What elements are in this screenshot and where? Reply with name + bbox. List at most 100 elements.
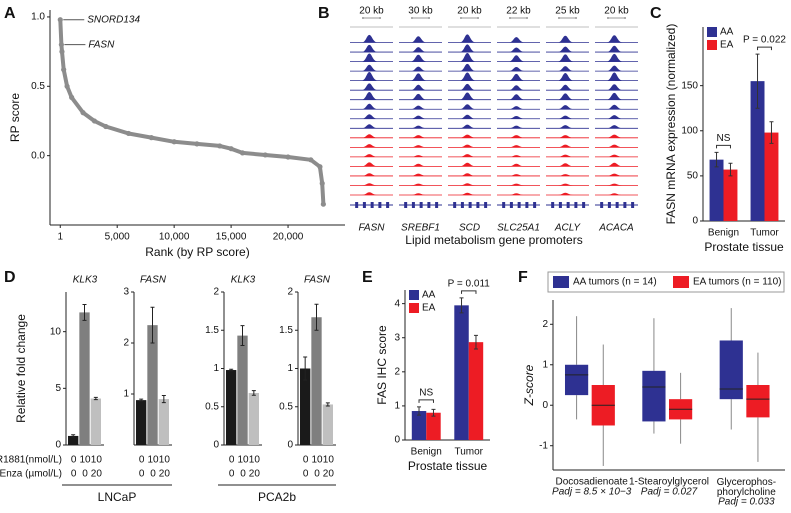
error-bar <box>93 396 98 401</box>
exon <box>533 202 537 208</box>
exon <box>419 202 423 208</box>
gene-name: SLC25A1 <box>497 223 540 234</box>
y-tick-label: 4 <box>394 298 400 309</box>
track-peak <box>399 173 442 176</box>
track-peak <box>497 55 540 62</box>
rp-point <box>308 157 314 163</box>
rp-point <box>171 139 177 145</box>
bar <box>426 412 441 440</box>
track-peak <box>448 134 491 138</box>
track-peak <box>350 183 393 186</box>
legend-label: AA <box>422 290 436 301</box>
track-peak <box>497 47 540 53</box>
condition-value: 0 <box>240 469 246 480</box>
scale-label: 20 kb <box>359 6 384 17</box>
track-peak <box>595 134 638 138</box>
chart-title: FASN <box>304 275 331 286</box>
error-bar <box>473 334 478 350</box>
track-peak <box>399 125 442 129</box>
x-tick-label: 5,000 <box>105 232 130 243</box>
track-peak <box>350 192 393 195</box>
rp-point <box>69 94 75 100</box>
annotation: SNORD134 <box>87 14 140 25</box>
condition-label: Enza (µmol/L) <box>0 469 62 480</box>
error-bar <box>161 395 166 404</box>
bar <box>136 400 147 445</box>
significance-bracket <box>418 399 434 403</box>
condition-value: 0 <box>303 455 309 466</box>
y-tick-label: 2 <box>123 338 129 349</box>
panel-letter: E <box>362 269 373 286</box>
track-peak <box>595 53 638 62</box>
box <box>746 385 770 418</box>
bar <box>311 317 322 445</box>
condition-value: 0 <box>71 469 77 480</box>
exon <box>582 202 586 208</box>
p-value-note: Padj = 0.033 <box>718 497 775 508</box>
bar <box>90 398 101 445</box>
track-peak <box>350 114 393 119</box>
exon <box>566 202 570 208</box>
track-peak <box>350 134 393 138</box>
legend-swatch <box>673 276 689 288</box>
y-tick-label: 0 <box>692 216 698 227</box>
error-bar <box>303 356 308 381</box>
track-peak <box>497 106 540 110</box>
track-peak <box>595 45 638 53</box>
rp-point <box>57 17 63 23</box>
panel-letter: F <box>518 269 528 286</box>
track-peak <box>546 93 589 100</box>
track-peak <box>546 163 589 167</box>
track-peak <box>546 135 589 138</box>
bar <box>68 435 79 445</box>
legend-label: EA <box>422 303 436 314</box>
condition-value: 0 <box>150 469 156 480</box>
rp-point <box>64 83 70 89</box>
track-peak <box>399 93 442 100</box>
track-peak <box>595 193 638 195</box>
exon <box>623 202 627 208</box>
x-tick-label: 10,000 <box>159 232 190 243</box>
condition-value: 0 <box>314 469 320 480</box>
track-peak <box>448 162 491 167</box>
bar <box>322 404 333 445</box>
track-peak <box>546 192 589 195</box>
error-bar <box>755 53 760 109</box>
track-peak <box>546 115 589 119</box>
y-axis-label: Z-score <box>522 364 536 406</box>
exon <box>525 202 529 208</box>
condition-value: 20 <box>249 469 261 480</box>
x-tick-label: 15,000 <box>216 232 247 243</box>
gene-name: ACACA <box>598 223 634 234</box>
error-bar <box>769 121 774 144</box>
condition-value: 10 <box>323 455 335 466</box>
legend-swatch <box>409 290 419 300</box>
condition-value: 10 <box>147 455 159 466</box>
panel-letter: B <box>318 5 330 22</box>
track-peak <box>595 183 638 186</box>
y-tick-label: 100 <box>681 125 698 136</box>
exon <box>476 202 480 208</box>
track-peak <box>546 174 589 176</box>
exon <box>517 202 521 208</box>
track-peak <box>595 154 638 157</box>
track-peak <box>546 84 589 91</box>
track-peak <box>448 114 491 119</box>
exon <box>404 202 408 208</box>
x-tick-label: Tumor <box>454 447 483 458</box>
y-tick-label: 5 <box>55 383 61 394</box>
p-value-note: Padj = 8.5 × 10−3 <box>552 487 632 498</box>
track-peak <box>399 47 442 53</box>
exon <box>551 202 555 208</box>
rp-point <box>317 164 323 170</box>
legend-swatch <box>707 40 717 50</box>
y-tick-label: 1.5 <box>205 325 219 336</box>
track-peak <box>350 144 393 148</box>
legend-label: EA <box>720 40 734 51</box>
y-tick-label: 1 <box>213 363 219 374</box>
y-axis-label: FAS IHC score <box>375 325 389 405</box>
scale-bar <box>509 17 528 19</box>
track-peak <box>497 37 540 43</box>
legend-swatch <box>553 276 569 288</box>
